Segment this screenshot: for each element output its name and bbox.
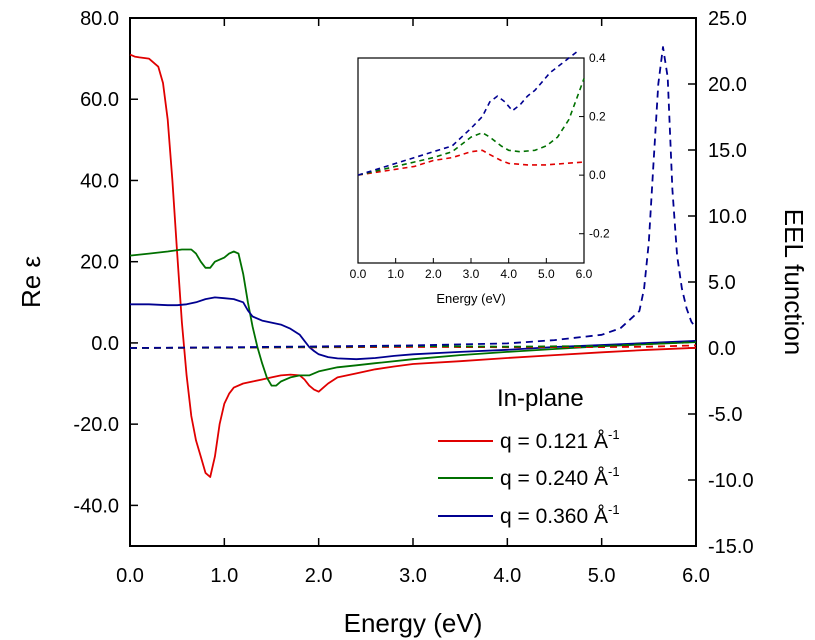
- re-eps-series-1: [129, 53, 697, 478]
- inset-series-layer: [357, 51, 585, 176]
- eel-series-6: [129, 46, 697, 349]
- x-tick-label: 1.0: [210, 565, 238, 587]
- inset-y-tick-label: 0.0: [589, 168, 606, 182]
- y-axis-ticks: 80.0 60.0 40.0 20.0 0.0 -20.0 -40.0: [73, 8, 138, 517]
- y-tick-label: 40.0: [80, 170, 119, 192]
- y-tick-label: -40.0: [73, 495, 119, 517]
- legend-label-2-text: q = 0.240 Å: [500, 467, 608, 490]
- x-axis-ticks: 0.0 1.0 2.0 3.0 4.0 5.0 6.0: [116, 18, 710, 587]
- series-layer: [129, 46, 697, 478]
- legend-label-2: q = 0.240 Å-1: [500, 464, 620, 490]
- legend: In-plane q = 0.121 Å-1 q = 0.240 Å-1 q =…: [438, 385, 620, 528]
- inset-x-ticks: 0.0 1.0 2.0 3.0 4.0 5.0 6.0: [350, 258, 593, 281]
- inset-eel-series-1: [357, 149, 585, 176]
- y2-axis-ticks: 25.0 20.0 15.0 10.0 5.0 0.0 -5.0 -10.0 -15.0: [688, 8, 754, 558]
- inset-y-tick-label: -0.2: [589, 227, 610, 241]
- legend-label-3: q = 0.360 Å-1: [500, 502, 620, 528]
- legend-entry-1: q = 0.121 Å-1: [438, 427, 620, 453]
- legend-entry-3: q = 0.360 Å-1: [438, 502, 620, 528]
- y2-tick-label: -15.0: [708, 536, 754, 558]
- inset-x-tick-label: 5.0: [538, 267, 555, 281]
- legend-label-1-text: q = 0.121 Å: [500, 430, 608, 453]
- inset-x-axis-title: Energy (eV): [436, 291, 505, 306]
- y2-tick-label: 5.0: [708, 272, 736, 294]
- legend-entry-2: q = 0.240 Å-1: [438, 464, 620, 490]
- y2-tick-label: 25.0: [708, 8, 747, 30]
- inset-x-tick-label: 2.0: [425, 267, 442, 281]
- inset-y-tick-label: 0.2: [589, 110, 606, 124]
- re-eps-series-2: [129, 248, 697, 387]
- y2-tick-label: 20.0: [708, 74, 747, 96]
- legend-label-1-sup: -1: [608, 427, 620, 442]
- legend-label-2-sup: -1: [608, 464, 620, 479]
- y2-tick-label: -5.0: [708, 404, 742, 426]
- x-tick-label: 5.0: [588, 565, 616, 587]
- x-tick-label: 0.0: [116, 565, 144, 587]
- y2-tick-label: 15.0: [708, 140, 747, 162]
- inset-x-tick-label: 1.0: [387, 267, 404, 281]
- y-tick-label: 20.0: [80, 252, 119, 274]
- y2-tick-label: 0.0: [708, 338, 736, 360]
- inset-plot: 0.0 1.0 2.0 3.0 4.0 5.0 6.0 0.4 0.2 0.0 -0.2 Ener…: [350, 51, 610, 306]
- inset-eel-series-2: [357, 78, 585, 176]
- y2-tick-label: 10.0: [708, 206, 747, 228]
- x-tick-label: 6.0: [682, 565, 710, 587]
- y-tick-label: -20.0: [73, 414, 119, 436]
- y2-axis-title: EEL function: [779, 209, 809, 355]
- inset-y-tick-label: 0.4: [589, 51, 606, 65]
- inset-y-ticks: 0.4 0.2 0.0 -0.2: [579, 51, 610, 241]
- legend-label-3-sup: -1: [608, 502, 620, 517]
- x-tick-label: 2.0: [305, 565, 333, 587]
- inset-x-tick-label: 6.0: [576, 267, 593, 281]
- inset-x-tick-label: 4.0: [500, 267, 517, 281]
- legend-title: In-plane: [497, 385, 584, 412]
- y-tick-label: 80.0: [80, 8, 119, 30]
- inset-frame: [357, 57, 585, 264]
- x-axis-title: Energy (eV): [344, 608, 483, 638]
- y-axis-title: Re ε: [16, 256, 46, 308]
- x-tick-label: 4.0: [493, 565, 521, 587]
- inset-x-tick-label: 0.0: [350, 267, 367, 281]
- inset-eel-series-3: [357, 51, 577, 176]
- x-tick-label: 3.0: [399, 565, 427, 587]
- y-tick-label: 0.0: [91, 333, 119, 355]
- legend-label-1: q = 0.121 Å-1: [500, 427, 620, 453]
- y2-tick-label: -10.0: [708, 470, 754, 492]
- y-tick-label: 60.0: [80, 89, 119, 111]
- re-eps-series-3: [130, 296, 697, 361]
- inset-x-tick-label: 3.0: [463, 267, 480, 281]
- legend-label-3-text: q = 0.360 Å: [500, 505, 608, 528]
